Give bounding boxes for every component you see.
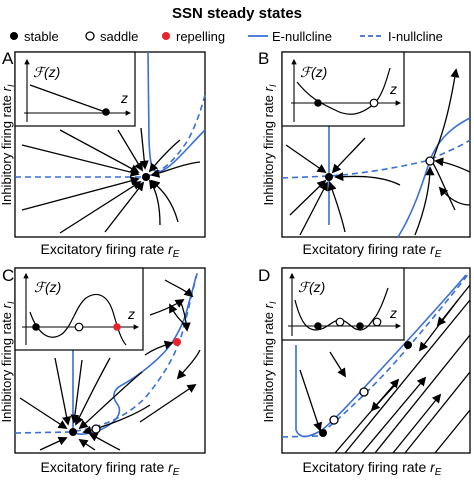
panel-d-i-nullcline bbox=[281, 271, 471, 438]
panel-d-saddle-point-low bbox=[329, 415, 339, 425]
panel-a-trajectories bbox=[21, 127, 201, 234]
panel-a-ylabel: Inhibitory firing rate rI bbox=[0, 84, 16, 206]
panel-d-inset-saddle-point-2 bbox=[372, 317, 382, 327]
legend: stable saddle repelling E-nullcline I-nu… bbox=[10, 29, 443, 44]
panel-c-i-nullcline bbox=[14, 269, 199, 434]
panel-b-inset-stable-point bbox=[314, 99, 322, 107]
panel-b-inset-xlabel: z bbox=[389, 81, 397, 97]
panel-d-saddle-point-mid bbox=[359, 387, 369, 397]
panel-a-e-nullcline bbox=[147, 51, 206, 173]
panel-b-e-nullcline bbox=[328, 117, 471, 238]
panel-c-saddle-point bbox=[91, 424, 101, 434]
panel-d-ylabel: Inhibitory firing rate rI bbox=[261, 301, 278, 423]
panel-c-inset-xlabel: z bbox=[127, 306, 135, 322]
legend-repelling-marker bbox=[162, 32, 170, 40]
panel-b-i-nullcline bbox=[281, 139, 471, 179]
panel-a-inset-ylabel: ℱ(z) bbox=[33, 64, 60, 80]
panel-c-ylabel: Inhibitory firing rate rI bbox=[0, 301, 16, 423]
panel-c-inset-curve bbox=[29, 293, 127, 346]
panel-a-inset-xlabel: z bbox=[120, 90, 128, 106]
panel-c-inset-ylabel: ℱ(z) bbox=[34, 279, 61, 295]
panel-a-inset-curve bbox=[29, 84, 109, 114]
panel-c-inset-saddle-point bbox=[74, 322, 84, 332]
legend-i-nullcline-label: I-nullcline bbox=[388, 29, 443, 44]
panel-c-inset-repelling-point bbox=[113, 323, 121, 331]
panel-c: C ℱ(z) bbox=[0, 266, 206, 478]
panel-d-inset-stable-point-2 bbox=[356, 322, 364, 330]
panel-b-letter: B bbox=[258, 49, 269, 68]
panel-d-inset-frame bbox=[281, 267, 405, 341]
legend-saddle-label: saddle bbox=[100, 29, 138, 44]
panel-d-stable-point-high bbox=[404, 341, 412, 349]
panel-d-stable-point-low bbox=[319, 429, 327, 437]
panel-c-trajectories bbox=[19, 279, 201, 451]
legend-repelling-label: repelling bbox=[176, 29, 225, 44]
panel-c-letter: C bbox=[2, 266, 14, 285]
panel-d-trajectories bbox=[299, 284, 471, 454]
panel-b-inset-curve bbox=[296, 67, 391, 115]
panel-b-saddle-point bbox=[425, 156, 435, 166]
legend-saddle-marker bbox=[85, 31, 95, 41]
legend-e-nullcline-label: E-nullcline bbox=[272, 29, 332, 44]
panel-b-xlabel: Excitatory firing rate rE bbox=[303, 241, 442, 260]
panel-b-stable-point bbox=[325, 173, 333, 181]
panel-d-inset-saddle-point bbox=[335, 317, 345, 327]
panel-d-letter: D bbox=[258, 266, 270, 285]
panel-d-inset-stable-point-1 bbox=[314, 322, 322, 330]
panel-a: A ℱ(z) z Excitatory firing rate rE bbox=[0, 49, 206, 260]
panel-b: B ℱ(z) z Excitatory firing r bbox=[258, 49, 471, 260]
panel-a-letter: A bbox=[2, 49, 14, 68]
panel-d-inset-curve bbox=[294, 287, 389, 331]
panel-b-trajectories bbox=[285, 68, 471, 236]
legend-stable-label: stable bbox=[24, 29, 59, 44]
panel-d-xlabel: Excitatory firing rate rE bbox=[303, 459, 442, 478]
panel-c-stable-point bbox=[69, 428, 77, 436]
panel-a-inset-frame bbox=[14, 51, 136, 127]
panel-c-inset-stable-point bbox=[32, 323, 40, 331]
panel-b-inset-saddle-point bbox=[369, 98, 379, 108]
panel-c-repelling-point bbox=[173, 338, 181, 346]
panel-c-xlabel: Excitatory firing rate rE bbox=[41, 459, 180, 478]
panel-d-inset-xlabel: z bbox=[389, 305, 397, 321]
legend-stable-marker bbox=[10, 32, 18, 40]
panel-d: D ℱ(z) z bbox=[258, 266, 471, 478]
panel-a-xlabel: Excitatory firing rate rE bbox=[41, 241, 180, 260]
panel-a-inset-stable-point bbox=[102, 108, 110, 116]
panel-b-ylabel: Inhibitory firing rate rI bbox=[261, 84, 278, 206]
panel-b-inset-ylabel: ℱ(z) bbox=[300, 64, 327, 80]
figure-title: SSN steady states bbox=[172, 5, 302, 22]
panel-d-inset-ylabel: ℱ(z) bbox=[298, 279, 325, 295]
panel-a-stable-point bbox=[142, 173, 150, 181]
